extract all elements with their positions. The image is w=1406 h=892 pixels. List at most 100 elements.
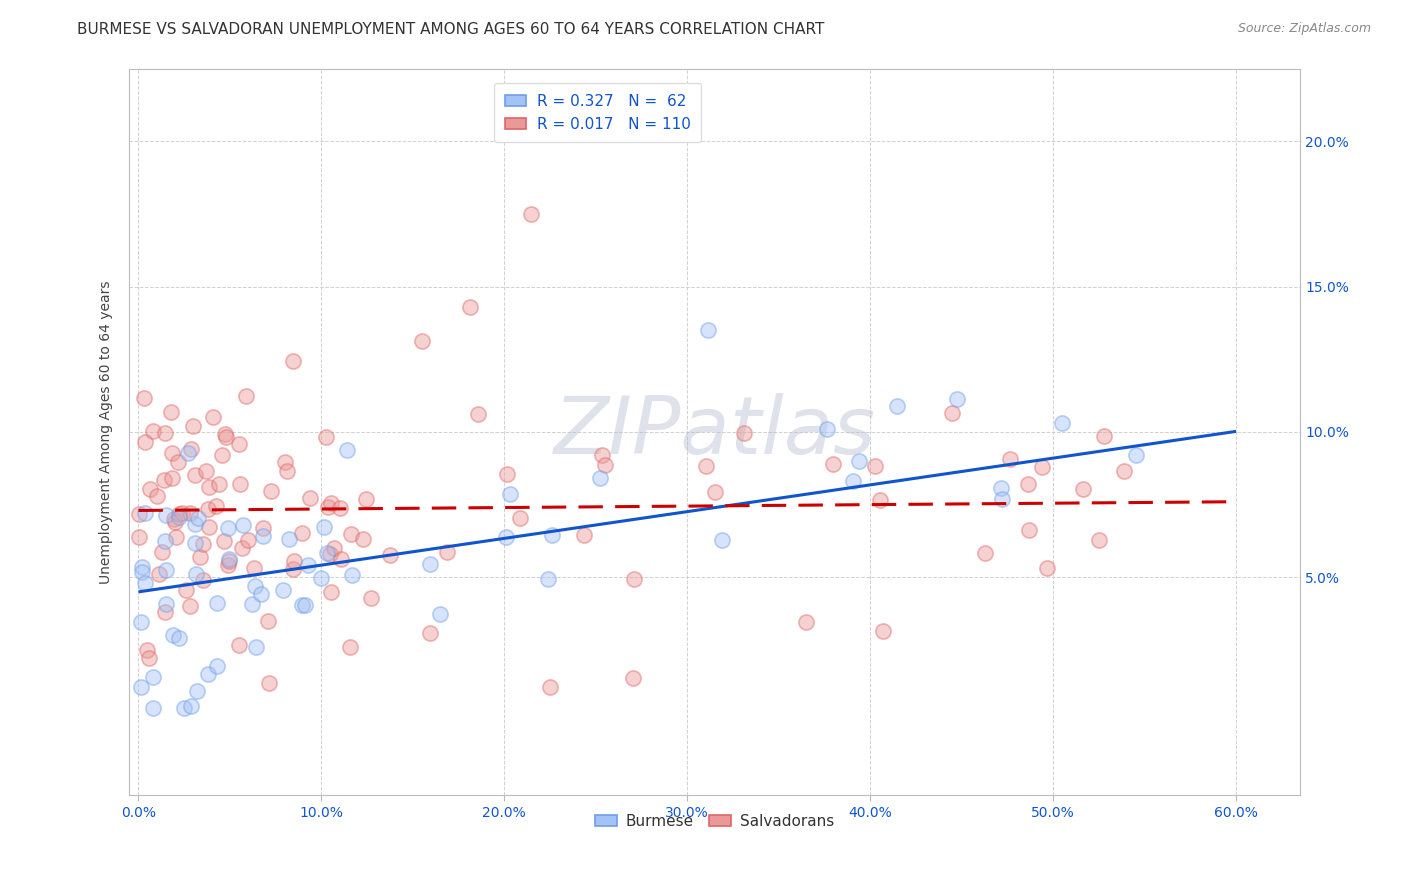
Point xyxy=(318,500,340,514)
Point xyxy=(218,554,240,568)
Point xyxy=(240,597,263,611)
Point xyxy=(257,676,280,690)
Point xyxy=(429,607,451,622)
Point xyxy=(257,615,280,629)
Point xyxy=(1036,560,1059,574)
Point xyxy=(212,534,235,549)
Point xyxy=(794,615,817,630)
Point xyxy=(134,435,156,450)
Point xyxy=(142,670,165,684)
Point xyxy=(135,643,157,657)
Point xyxy=(1052,416,1074,430)
Point xyxy=(198,520,221,534)
Point xyxy=(155,508,177,522)
Point xyxy=(129,680,152,694)
Point xyxy=(142,701,165,715)
Point xyxy=(163,515,186,529)
Point xyxy=(298,491,321,505)
Point xyxy=(283,554,305,568)
Point xyxy=(179,599,201,613)
Point xyxy=(184,567,207,582)
Point xyxy=(283,354,305,368)
Point xyxy=(177,445,200,459)
Point xyxy=(945,392,967,406)
Point xyxy=(990,481,1012,495)
Point xyxy=(197,479,219,493)
Point xyxy=(187,511,209,525)
Point xyxy=(352,532,374,546)
Point xyxy=(235,389,257,403)
Point xyxy=(145,489,167,503)
Point xyxy=(217,521,239,535)
Point xyxy=(277,533,299,547)
Point xyxy=(823,458,845,472)
Point xyxy=(153,425,176,440)
Point xyxy=(252,529,274,543)
Point xyxy=(131,559,153,574)
Point xyxy=(214,427,236,442)
Point xyxy=(710,533,733,547)
Point xyxy=(540,527,562,541)
Point xyxy=(128,530,150,544)
Text: ZIPatlas: ZIPatlas xyxy=(554,393,876,471)
Point xyxy=(160,471,183,485)
Point xyxy=(138,650,160,665)
Point xyxy=(184,516,207,531)
Point xyxy=(160,446,183,460)
Point xyxy=(380,548,402,562)
Point xyxy=(815,422,838,436)
Point xyxy=(128,507,150,521)
Point xyxy=(291,526,314,541)
Point xyxy=(194,464,217,478)
Point xyxy=(160,405,183,419)
Point xyxy=(232,517,254,532)
Point xyxy=(169,631,191,645)
Point xyxy=(458,300,481,314)
Point xyxy=(167,509,190,524)
Point xyxy=(336,443,359,458)
Point xyxy=(1092,429,1115,443)
Point xyxy=(297,558,319,572)
Point xyxy=(180,442,202,456)
Point xyxy=(941,406,963,420)
Point xyxy=(252,521,274,535)
Point xyxy=(260,484,283,499)
Point xyxy=(340,567,363,582)
Point xyxy=(436,545,458,559)
Point xyxy=(339,640,361,654)
Point xyxy=(217,558,239,573)
Point xyxy=(211,448,233,462)
Point xyxy=(589,471,612,485)
Point xyxy=(236,533,259,547)
Point xyxy=(419,557,441,571)
Point xyxy=(165,529,187,543)
Point xyxy=(1000,451,1022,466)
Point xyxy=(191,573,214,587)
Point xyxy=(354,491,377,506)
Point xyxy=(572,528,595,542)
Point xyxy=(167,507,190,521)
Point xyxy=(142,424,165,438)
Point xyxy=(291,598,314,612)
Point xyxy=(271,582,294,597)
Point xyxy=(190,549,212,564)
Point xyxy=(319,584,342,599)
Point xyxy=(173,701,195,715)
Point xyxy=(319,547,342,561)
Point xyxy=(591,448,613,462)
Point xyxy=(174,582,197,597)
Point xyxy=(155,563,177,577)
Point xyxy=(228,638,250,652)
Point xyxy=(179,506,201,520)
Point xyxy=(170,506,193,520)
Point xyxy=(276,464,298,478)
Point xyxy=(294,599,316,613)
Point xyxy=(329,552,352,566)
Point xyxy=(467,407,489,421)
Point xyxy=(321,496,343,510)
Point xyxy=(150,545,173,559)
Point xyxy=(863,459,886,474)
Text: Source: ZipAtlas.com: Source: ZipAtlas.com xyxy=(1237,22,1371,36)
Point xyxy=(869,492,891,507)
Point xyxy=(283,561,305,575)
